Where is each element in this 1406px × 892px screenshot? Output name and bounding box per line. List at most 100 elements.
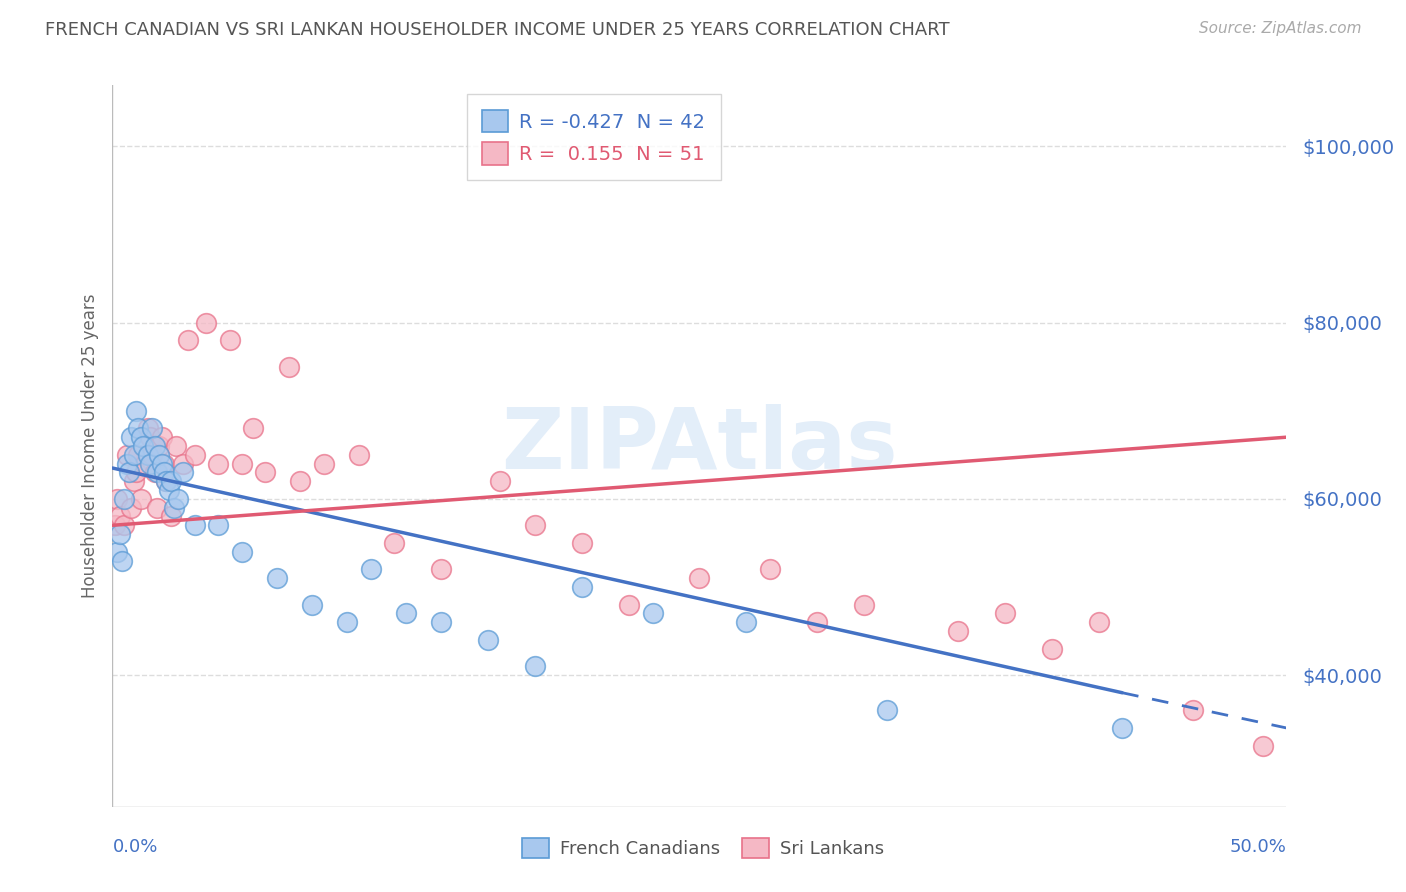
Point xyxy=(172,457,194,471)
Point xyxy=(735,615,758,630)
Point xyxy=(118,466,141,480)
Point xyxy=(162,500,184,515)
Point xyxy=(122,448,145,462)
Point xyxy=(150,430,173,444)
Point xyxy=(277,359,299,374)
Point xyxy=(111,553,134,567)
Point xyxy=(104,518,127,533)
Point xyxy=(254,466,277,480)
Point xyxy=(994,607,1017,621)
Point xyxy=(489,475,512,489)
Point xyxy=(172,466,194,480)
Text: FRENCH CANADIAN VS SRI LANKAN HOUSEHOLDER INCOME UNDER 25 YEARS CORRELATION CHAR: FRENCH CANADIAN VS SRI LANKAN HOUSEHOLDE… xyxy=(45,21,949,39)
Text: Source: ZipAtlas.com: Source: ZipAtlas.com xyxy=(1198,21,1361,37)
Point xyxy=(806,615,828,630)
Point xyxy=(207,518,229,533)
Point xyxy=(146,500,169,515)
Point xyxy=(759,562,782,576)
Y-axis label: Householder Income Under 25 years: Householder Income Under 25 years xyxy=(80,293,98,599)
Point xyxy=(430,615,453,630)
Point xyxy=(150,457,173,471)
Point xyxy=(946,624,969,638)
Point xyxy=(136,421,159,435)
Point xyxy=(129,430,152,444)
Point xyxy=(129,491,152,506)
Point xyxy=(125,466,148,480)
Point xyxy=(127,448,149,462)
Point xyxy=(167,491,190,506)
Legend: French Canadians, Sri Lankans: French Canadians, Sri Lankans xyxy=(513,829,893,867)
Point xyxy=(176,333,198,347)
Point xyxy=(219,333,242,347)
Point xyxy=(148,448,170,462)
Point xyxy=(155,475,177,489)
Point xyxy=(122,475,145,489)
Point xyxy=(524,518,547,533)
Point xyxy=(160,475,183,489)
Point xyxy=(141,421,163,435)
Point xyxy=(143,466,166,480)
Point xyxy=(395,607,418,621)
Point xyxy=(139,430,162,444)
Point xyxy=(127,421,149,435)
Point xyxy=(301,598,323,612)
Point xyxy=(136,448,159,462)
Point xyxy=(430,562,453,576)
Point xyxy=(183,518,205,533)
Point xyxy=(112,491,135,506)
Point xyxy=(689,571,711,585)
Point xyxy=(641,607,664,621)
Text: ZIPAtlas: ZIPAtlas xyxy=(501,404,898,488)
Point xyxy=(852,598,875,612)
Point xyxy=(347,448,370,462)
Point xyxy=(139,457,162,471)
Point xyxy=(108,509,131,524)
Text: 50.0%: 50.0% xyxy=(1230,838,1286,856)
Point xyxy=(115,448,138,462)
Legend: R = -0.427  N = 42, R =  0.155  N = 51: R = -0.427 N = 42, R = 0.155 N = 51 xyxy=(467,95,721,180)
Point xyxy=(266,571,288,585)
Point xyxy=(120,430,142,444)
Point xyxy=(146,466,169,480)
Point xyxy=(207,457,229,471)
Point xyxy=(1111,721,1133,735)
Point xyxy=(1181,703,1204,717)
Point xyxy=(1087,615,1109,630)
Point xyxy=(160,509,183,524)
Point xyxy=(876,703,898,717)
Point xyxy=(112,518,135,533)
Point xyxy=(290,475,312,489)
Point xyxy=(115,457,138,471)
Point xyxy=(617,598,640,612)
Point xyxy=(153,457,176,471)
Point xyxy=(242,421,264,435)
Point xyxy=(477,632,499,647)
Point xyxy=(231,545,253,559)
Point xyxy=(105,545,128,559)
Point xyxy=(360,562,382,576)
Point xyxy=(165,439,187,453)
Point xyxy=(524,659,547,673)
Point xyxy=(132,439,155,453)
Point xyxy=(231,457,253,471)
Point xyxy=(148,439,170,453)
Point xyxy=(155,475,177,489)
Point xyxy=(120,500,142,515)
Point xyxy=(108,527,131,541)
Point xyxy=(571,580,593,594)
Point xyxy=(336,615,359,630)
Point xyxy=(571,536,593,550)
Point xyxy=(157,483,180,497)
Point xyxy=(1251,739,1274,753)
Point xyxy=(382,536,405,550)
Point xyxy=(141,448,163,462)
Point xyxy=(143,439,166,453)
Point xyxy=(195,316,218,330)
Point xyxy=(183,448,205,462)
Point xyxy=(1040,641,1063,656)
Point xyxy=(312,457,335,471)
Point xyxy=(153,466,176,480)
Text: 0.0%: 0.0% xyxy=(112,838,157,856)
Point xyxy=(125,403,148,417)
Point xyxy=(134,457,156,471)
